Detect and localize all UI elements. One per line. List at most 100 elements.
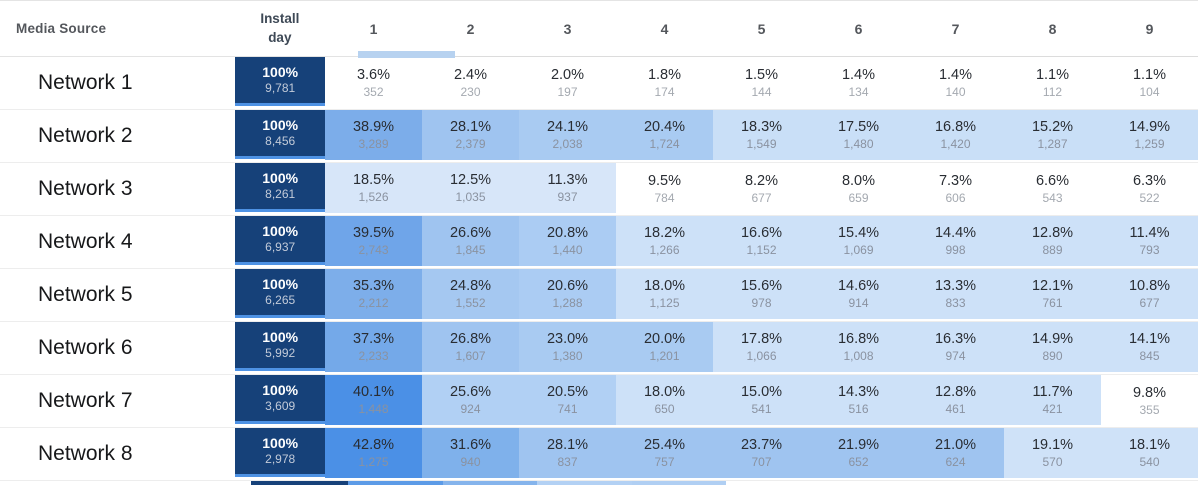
retention-percent: 19.1% — [1031, 436, 1074, 453]
retention-percent: 20.4% — [643, 118, 686, 135]
retention-percent: 18.0% — [643, 383, 686, 400]
table-row: Network 3 100% 8,261 18.5% 1,526 12.5% 1,03… — [0, 163, 1198, 216]
table-row: Network 2 100% 8,456 38.9% 3,289 28.1% 2,37… — [0, 110, 1198, 163]
horizontal-scrollbar[interactable] — [358, 51, 1198, 58]
retention-percent: 15.0% — [740, 383, 783, 400]
column-header-day-1[interactable]: 1 — [369, 20, 378, 37]
retention-count: 1,440 — [552, 242, 583, 257]
retention-cells: 3.6% 352 2.4% 230 2.0% 197 1.8% 174 1.5% 144 1.4% 1… — [325, 57, 1198, 109]
partial-cell — [726, 481, 821, 485]
retention-percent: 11.7% — [1032, 383, 1073, 400]
column-header-day-6[interactable]: 6 — [854, 20, 863, 37]
retention-count: 998 — [945, 242, 966, 257]
partial-label-cell — [0, 481, 252, 485]
cohort-cell: 15.2% 1,287 — [1004, 110, 1101, 160]
retention-percent: 40.1% — [352, 383, 395, 400]
cohort-cell: 13.3% 833 — [907, 269, 1004, 319]
install-day-cell: 100% 8,261 — [235, 163, 325, 212]
install-day-cell: 100% 3,609 — [235, 375, 325, 424]
column-header-day-8[interactable]: 8 — [1048, 20, 1057, 37]
retention-percent: 21.0% — [934, 436, 977, 453]
install-percent: 100% — [262, 435, 299, 452]
cohort-cell: 26.6% 1,845 — [422, 216, 519, 266]
cohort-cell: 21.0% 624 — [907, 428, 1004, 478]
install-count: 6,265 — [265, 293, 296, 308]
retention-count: 889 — [1042, 242, 1063, 257]
install-day-cell: 100% 6,937 — [235, 216, 325, 265]
retention-percent: 1.1% — [1035, 66, 1070, 83]
retention-percent: 11.3% — [547, 171, 588, 188]
retention-count: 741 — [557, 401, 578, 416]
install-count: 3,609 — [265, 399, 296, 414]
cohort-cell: 11.7% 421 — [1004, 375, 1101, 425]
retention-count: 924 — [460, 401, 481, 416]
table-row: Network 8 100% 2,978 42.8% 1,275 31.6% 940 2… — [0, 428, 1198, 481]
cohort-cell: 16.8% 1,420 — [907, 110, 1004, 160]
retention-percent: 12.8% — [1031, 224, 1074, 241]
retention-percent: 35.3% — [352, 277, 395, 294]
cohort-cell: 18.2% 1,266 — [616, 216, 713, 266]
install-count: 9,781 — [265, 81, 296, 96]
retention-count: 522 — [1139, 190, 1160, 205]
column-header-install-day[interactable]: Install day — [235, 1, 325, 56]
cohort-cell: 28.1% 837 — [519, 428, 616, 478]
retention-percent: 9.8% — [1132, 384, 1167, 401]
cohort-cell: 23.0% 1,380 — [519, 322, 616, 372]
cohort-cell: 20.4% 1,724 — [616, 110, 713, 160]
retention-percent: 39.5% — [352, 224, 395, 241]
cohort-cell: 26.8% 1,607 — [422, 322, 519, 372]
retention-percent: 26.6% — [449, 224, 492, 241]
retention-percent: 1.4% — [841, 66, 876, 83]
column-header-media-source[interactable]: Media Source — [16, 21, 107, 36]
retention-count: 1,724 — [649, 136, 680, 151]
retention-percent: 17.5% — [837, 118, 880, 135]
retention-count: 1,380 — [552, 348, 583, 363]
day-column-headers: 1 2 3 4 5 6 7 8 9 — [325, 1, 1198, 56]
cohort-cell: 16.3% 974 — [907, 322, 1004, 372]
retention-count: 1,266 — [649, 242, 680, 257]
cohort-cell: 15.0% 541 — [713, 375, 810, 425]
cohort-cell: 3.6% 352 — [325, 57, 422, 109]
install-day-cell: 100% 5,992 — [235, 322, 325, 371]
retention-count: 541 — [751, 401, 772, 416]
retention-percent: 14.3% — [837, 383, 880, 400]
scrollbar-track[interactable] — [358, 56, 1198, 57]
column-header-day-5[interactable]: 5 — [757, 20, 766, 37]
scrollbar-thumb[interactable] — [358, 51, 455, 58]
retention-percent: 12.5% — [449, 171, 492, 188]
retention-count: 677 — [751, 190, 772, 205]
cohort-cell: 35.3% 2,212 — [325, 269, 422, 319]
table-row: Network 4 100% 6,937 39.5% 2,743 26.6% 1,84… — [0, 216, 1198, 269]
retention-percent: 42.8% — [352, 436, 395, 453]
retention-percent: 16.6% — [740, 224, 783, 241]
retention-percent: 20.6% — [546, 277, 589, 294]
partial-install-cell — [251, 481, 349, 485]
cohort-cell: 12.5% 1,035 — [422, 163, 519, 213]
install-day-header-label: Install day — [260, 11, 300, 45]
column-header-day-2[interactable]: 2 — [466, 20, 475, 37]
retention-count: 1,275 — [358, 454, 389, 469]
column-header-day-9[interactable]: 9 — [1145, 20, 1154, 37]
column-header-day-3[interactable]: 3 — [563, 20, 572, 37]
partial-cell — [348, 481, 443, 485]
column-header-day-7[interactable]: 7 — [951, 20, 960, 37]
retention-count: 845 — [1139, 348, 1160, 363]
retention-percent: 14.6% — [837, 277, 880, 294]
cohort-cell: 14.6% 914 — [810, 269, 907, 319]
retention-count: 659 — [848, 190, 869, 205]
media-source-name: Network 2 — [38, 124, 133, 147]
table-body: Network 1 100% 9,781 3.6% 352 2.4% 230 2.0% 1… — [0, 57, 1198, 481]
cohort-cell: 9.8% 355 — [1101, 375, 1198, 427]
retention-count: 2,379 — [455, 136, 486, 151]
table-row: Network 7 100% 3,609 40.1% 1,448 25.6% 924 2… — [0, 375, 1198, 428]
retention-count: 940 — [460, 454, 481, 469]
retention-percent: 18.5% — [352, 171, 395, 188]
retention-count: 352 — [363, 84, 384, 99]
cohort-cell: 6.6% 543 — [1004, 163, 1101, 215]
cohort-cell: 14.4% 998 — [907, 216, 1004, 266]
cohort-cell: 1.1% 112 — [1004, 57, 1101, 109]
media-source-name: Network 1 — [38, 71, 133, 94]
column-header-day-4[interactable]: 4 — [660, 20, 669, 37]
retention-percent: 18.2% — [643, 224, 686, 241]
